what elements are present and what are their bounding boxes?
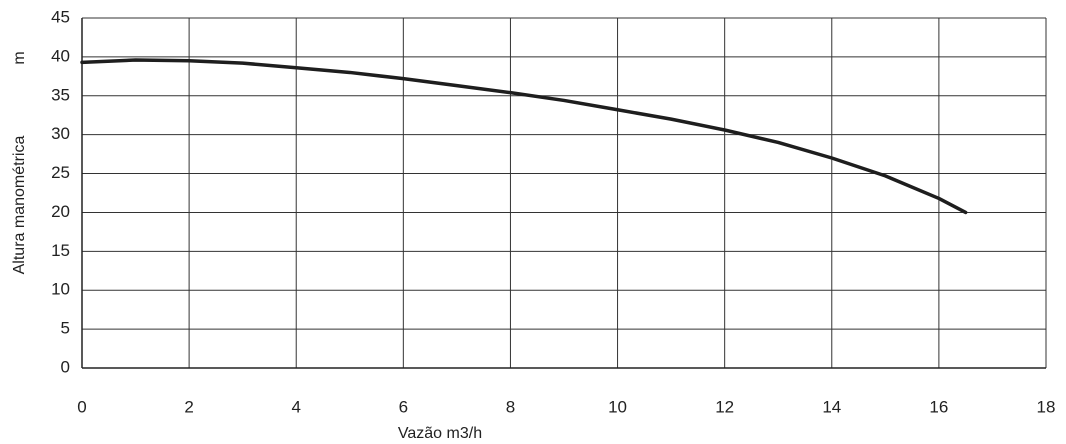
x-tick-label: 8 [506,397,515,416]
y-tick-label: 30 [51,124,70,143]
x-tick-label: 16 [929,397,948,416]
y-tick-label: 0 [61,357,70,376]
y-tick-label: 35 [51,85,70,104]
y-tick-label: 10 [51,280,70,299]
x-tick-label: 6 [399,397,408,416]
y-tick-label: 20 [51,202,70,221]
y-axis-unit: m [11,51,28,64]
y-tick-label: 5 [61,319,70,338]
x-tick-label: 4 [291,397,300,416]
x-tick-label: 18 [1037,397,1056,416]
x-tick-label: 10 [608,397,627,416]
y-axis-title: Altura manométrica [11,136,28,275]
x-axis-title: Vazão m3/h [398,425,482,442]
y-tick-label: 25 [51,163,70,182]
y-tick-label: 15 [51,241,70,260]
y-tick-label: 45 [51,7,70,26]
y-tick-label: 40 [51,46,70,65]
x-tick-label: 14 [822,397,841,416]
x-tick-label: 12 [715,397,734,416]
x-tick-label: 2 [184,397,193,416]
curve [80,58,968,215]
x-tick-label: 0 [77,397,86,416]
